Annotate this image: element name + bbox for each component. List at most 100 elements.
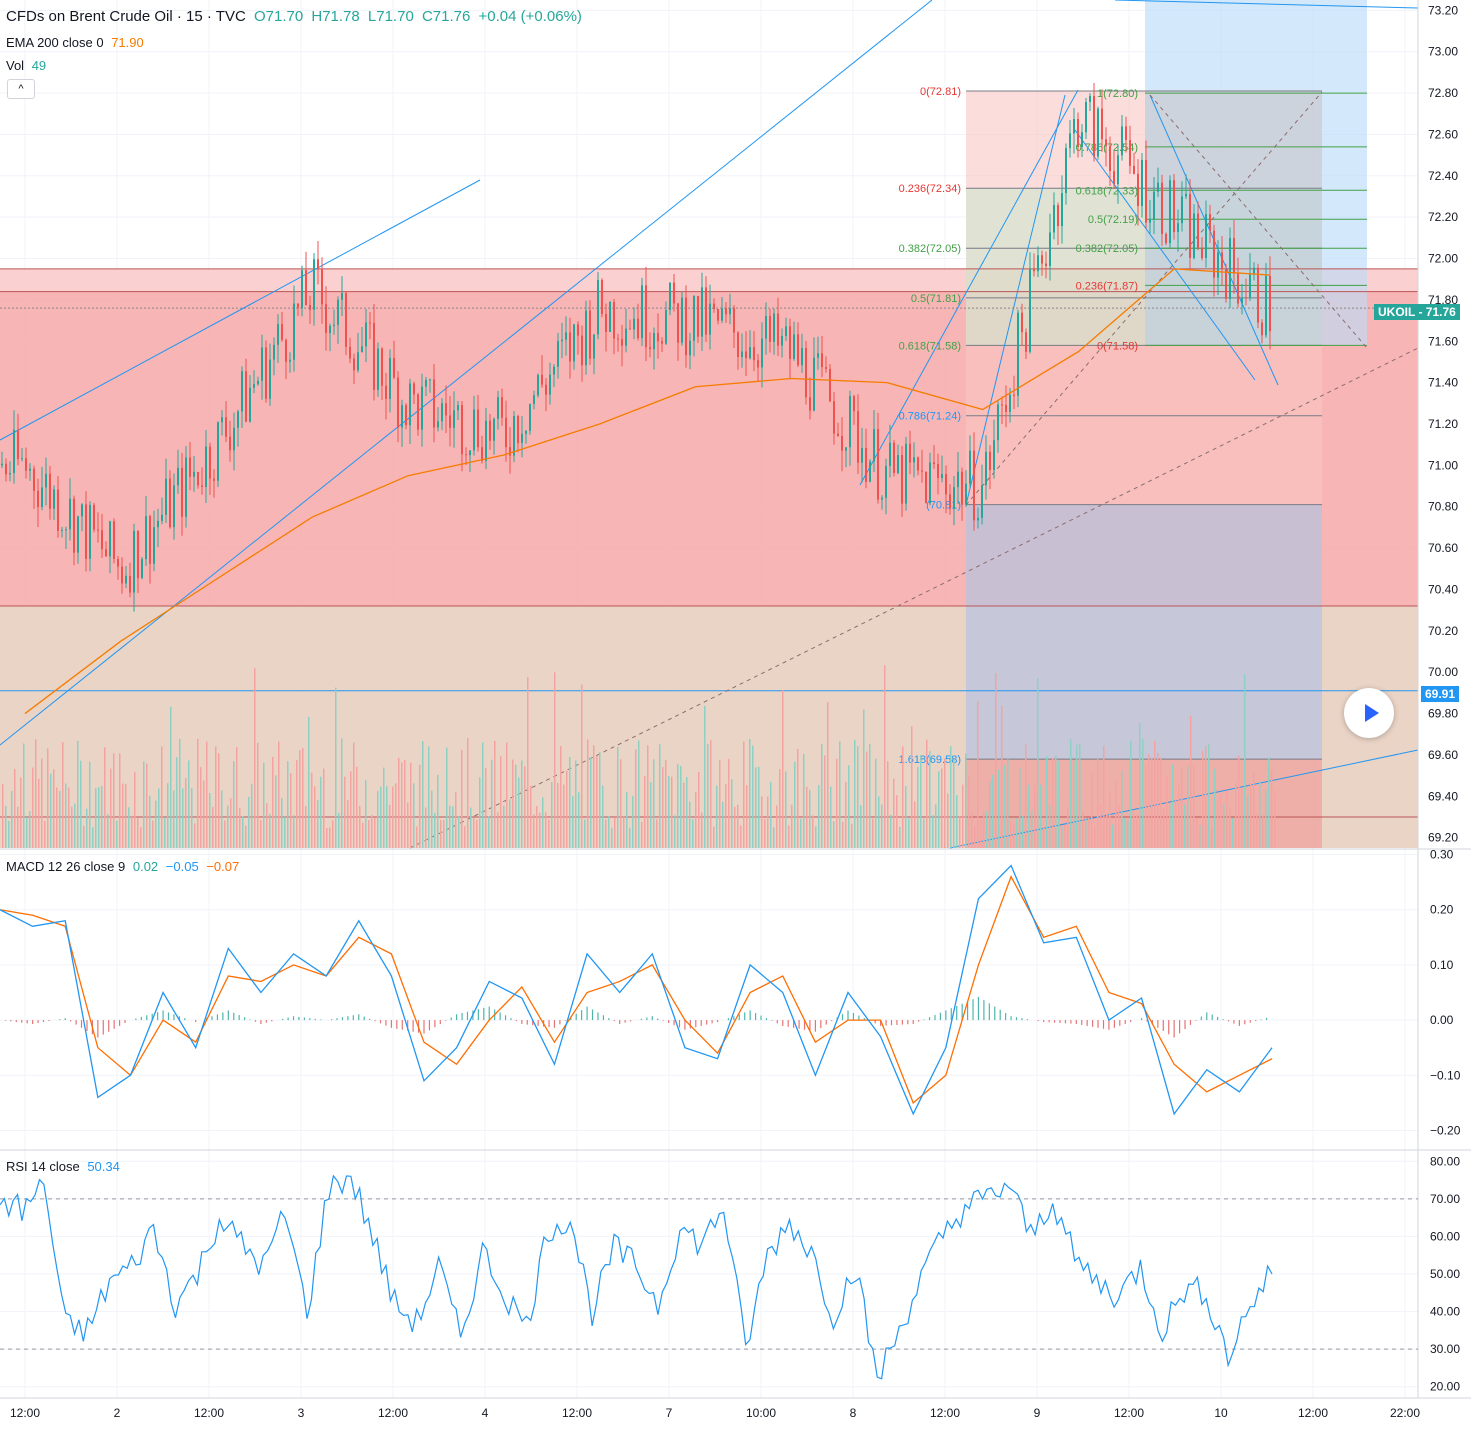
- volume-bar: [995, 673, 997, 848]
- volume-bar: [218, 753, 220, 848]
- volume-legend[interactable]: Vol 49: [6, 58, 50, 73]
- volume-bar: [854, 739, 856, 848]
- symbol-title: CFDs on Brent Crude Oil · 15 · TVC: [6, 8, 246, 25]
- volume-bar: [98, 786, 100, 848]
- volume-bar: [710, 740, 712, 848]
- candle-body: [317, 259, 319, 270]
- volume-bar: [482, 742, 484, 848]
- volume-bar: [920, 755, 922, 848]
- candle-body: [1165, 233, 1167, 244]
- candle-body: [1137, 173, 1139, 207]
- volume-bar: [419, 764, 421, 848]
- candle-body: [1001, 404, 1003, 406]
- trend-line: [1074, 129, 1256, 381]
- volume-bar: [350, 771, 352, 848]
- volume-bar: [185, 778, 187, 848]
- volume-bar: [1193, 765, 1195, 848]
- candle-body: [1261, 322, 1263, 336]
- candle-body: [721, 308, 723, 321]
- candle-body: [225, 417, 227, 437]
- candle-body: [629, 328, 631, 330]
- candle-body: [1069, 133, 1071, 149]
- candle-body: [5, 463, 7, 475]
- candle-body: [393, 358, 395, 378]
- candle-body: [377, 348, 379, 390]
- volume-bar: [1199, 825, 1201, 848]
- volume-bar: [578, 792, 580, 848]
- volume-bar: [788, 825, 790, 848]
- volume-bar: [533, 814, 535, 848]
- candle-body: [285, 339, 287, 362]
- candle-body: [953, 487, 955, 509]
- candle-body: [1005, 405, 1007, 412]
- volume-bar: [1184, 804, 1186, 848]
- volume-bar: [713, 826, 715, 848]
- candle-body: [253, 384, 255, 388]
- candle-body: [817, 353, 819, 358]
- macd-value: 0.02: [132, 859, 159, 874]
- candle-body: [1185, 193, 1187, 197]
- candle-body: [521, 433, 523, 443]
- collapse-legend-button[interactable]: ^: [7, 79, 35, 99]
- candle-body: [1121, 126, 1123, 156]
- volume-bar: [212, 807, 214, 848]
- volume-bar: [317, 800, 319, 848]
- volume-bar: [1043, 826, 1045, 848]
- volume-bar: [1103, 745, 1105, 848]
- candle-body: [1009, 394, 1011, 412]
- volume-bar: [548, 819, 550, 848]
- time-axis-tick: 8: [850, 1406, 857, 1420]
- macd-legend[interactable]: MACD 12 26 close 9 0.02 −0.05 −0.07: [6, 859, 243, 874]
- candle-body: [193, 471, 195, 477]
- candle-body: [689, 340, 691, 356]
- volume-bar: [545, 812, 547, 848]
- candle-body: [981, 485, 983, 518]
- candle-body: [1265, 275, 1267, 336]
- candle-body: [1073, 118, 1075, 134]
- volume-bar: [14, 768, 16, 848]
- volume-bar: [1181, 767, 1183, 848]
- candle-body: [1113, 171, 1115, 185]
- candle-body: [737, 332, 739, 358]
- volume-bar: [47, 748, 49, 848]
- ema-legend[interactable]: EMA 200 close 0 71.90: [6, 35, 148, 50]
- fib-level-label: 0.5(72.19): [1088, 214, 1138, 226]
- price-axis-tick: 70.40: [1428, 582, 1458, 596]
- candle-body: [49, 473, 51, 509]
- candle-body: [921, 470, 923, 472]
- volume-bar: [221, 790, 223, 848]
- ema-200-line: [24, 268, 1271, 715]
- volume-bar: [422, 741, 424, 848]
- volume-bar: [761, 796, 763, 848]
- fib-level-label: 0.382(72.05): [899, 243, 961, 255]
- volume-bar: [800, 818, 802, 848]
- volume-bar: [410, 762, 412, 848]
- volume-bar: [26, 817, 28, 848]
- price-axis-tick: 71.60: [1428, 334, 1458, 348]
- volume-bar: [803, 753, 805, 848]
- volume-bar: [125, 784, 127, 848]
- macd-axis-tick: 0.00: [1430, 1013, 1454, 1027]
- rsi-legend[interactable]: RSI 14 close 50.34: [6, 1159, 124, 1174]
- candle-body: [429, 379, 431, 381]
- candle-body: [669, 282, 671, 310]
- replay-play-button[interactable]: [1344, 688, 1394, 738]
- volume-bar: [806, 786, 808, 848]
- volume-bar: [290, 773, 292, 848]
- candle-body: [153, 527, 155, 564]
- volume-bar: [65, 783, 67, 848]
- volume-bar: [569, 757, 571, 848]
- volume-bar: [365, 780, 367, 848]
- candle-body: [609, 302, 611, 333]
- volume-bar: [92, 827, 94, 848]
- candle-body: [1129, 140, 1131, 166]
- candle-body: [589, 310, 591, 359]
- volume-bar: [11, 791, 13, 848]
- rsi-axis-tick: 80.00: [1430, 1154, 1460, 1168]
- volume-bar: [1226, 790, 1228, 848]
- candle-body: [361, 346, 363, 353]
- macd-axis-tick: −0.20: [1430, 1123, 1461, 1137]
- volume-bar: [89, 761, 91, 848]
- candle-body: [937, 464, 939, 479]
